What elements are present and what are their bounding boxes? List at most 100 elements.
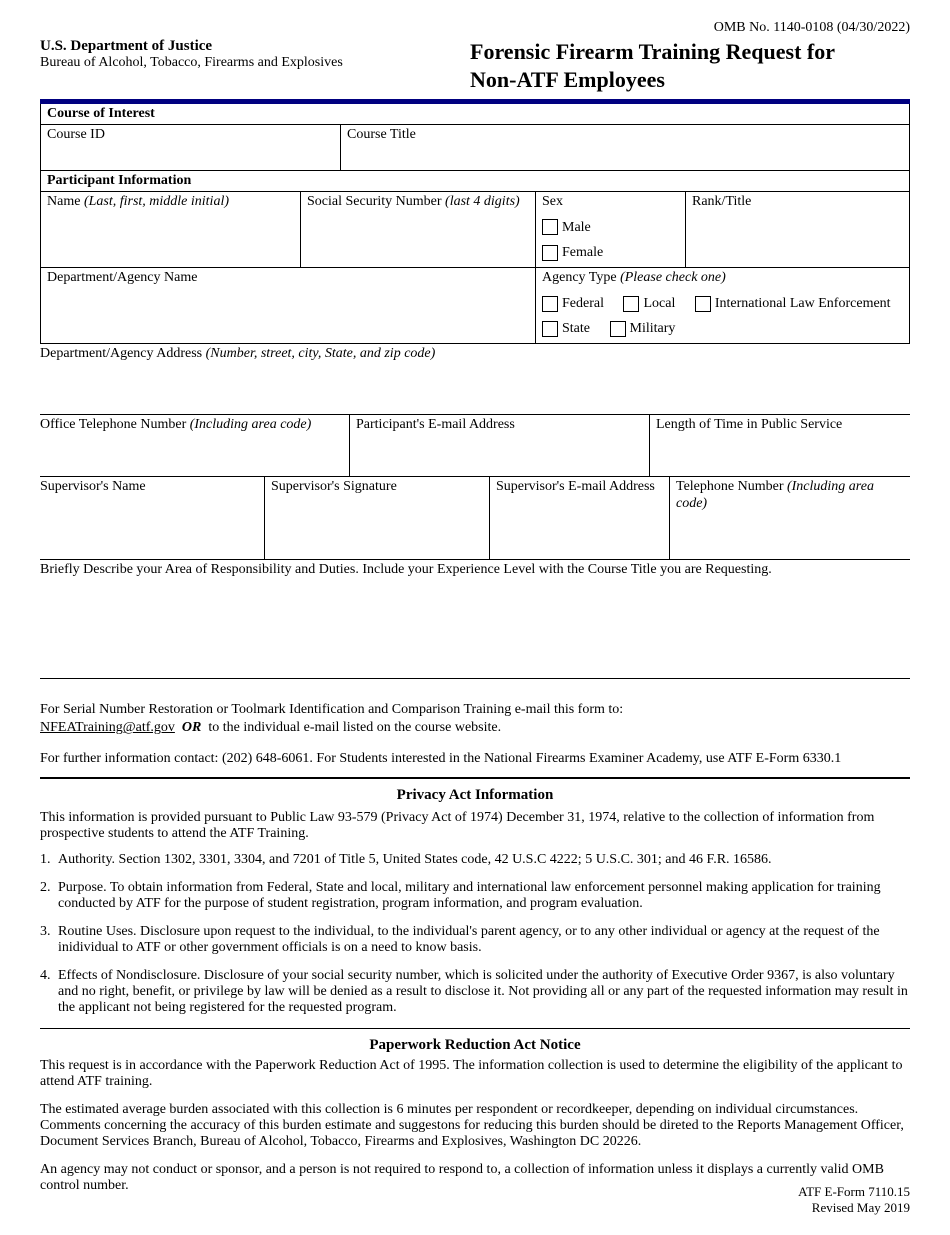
agency-local-option[interactable]: Local xyxy=(623,291,675,316)
checkbox-icon[interactable] xyxy=(542,245,558,261)
omb-number: OMB No. 1140-0108 (04/30/2022) xyxy=(40,20,910,36)
name-label-b: (Last, first, middle initial) xyxy=(84,194,229,209)
office-tel-label-a: Office Telephone Number xyxy=(40,417,190,432)
participant-row2: Department/Agency Name Agency Type (Plea… xyxy=(41,268,909,343)
ssn-label-b: (last 4 digits) xyxy=(445,194,520,209)
name-label: Name (Last, first, middle initial) xyxy=(47,194,229,209)
paperwork-top-rule xyxy=(40,1028,910,1029)
bureau-name: Bureau of Alcohol, Tobacco, Firearms and… xyxy=(40,55,470,71)
dept-addr-label-a: Department/Agency Address xyxy=(40,346,206,361)
office-tel-label-b: (Including area code) xyxy=(190,417,312,432)
sex-cell: Sex Male Female xyxy=(536,192,686,267)
agency-intl-label: International Law Enforcement xyxy=(715,296,891,311)
agency-federal-label: Federal xyxy=(562,296,604,311)
checkbox-icon[interactable] xyxy=(610,321,626,337)
participant-email-cell[interactable]: Participant's E-mail Address xyxy=(350,415,650,476)
dept-name-cell[interactable]: Department/Agency Name xyxy=(41,268,536,343)
header: U.S. Department of Justice Bureau of Alc… xyxy=(40,38,910,93)
checkbox-icon[interactable] xyxy=(542,296,558,312)
dept-addr-field[interactable]: Department/Agency Address (Number, stree… xyxy=(40,344,910,415)
checkbox-icon[interactable] xyxy=(542,219,558,235)
form-revised: Revised May 2019 xyxy=(812,1200,910,1215)
header-left: U.S. Department of Justice Bureau of Alc… xyxy=(40,38,470,71)
privacy-list: 1.Authority. Section 1302, 3301, 3304, a… xyxy=(40,852,910,1016)
office-tel-label: Office Telephone Number (Including area … xyxy=(40,417,311,432)
sex-male-option[interactable]: Male xyxy=(542,215,591,240)
ssn-cell[interactable]: Social Security Number (last 4 digits) xyxy=(301,192,536,267)
sup-tel-cell[interactable]: Telephone Number (Including area code) xyxy=(670,477,910,559)
agency-type-cell: Agency Type (Please check one) Federal L… xyxy=(536,268,909,343)
sup-tel-label: Telephone Number (Including area code) xyxy=(676,479,874,511)
course-id-label: Course ID xyxy=(47,127,105,142)
participant-section-header: Participant Information xyxy=(41,171,909,192)
checkbox-icon[interactable] xyxy=(695,296,711,312)
sex-label: Sex xyxy=(542,194,563,209)
sup-name-cell[interactable]: Supervisor's Name xyxy=(40,477,265,559)
course-title-cell[interactable]: Course Title xyxy=(341,125,909,170)
course-title-label: Course Title xyxy=(347,127,416,142)
submit-instructions: For Serial Number Restoration or Toolmar… xyxy=(40,701,910,770)
ssn-label: Social Security Number (last 4 digits) xyxy=(307,194,520,209)
paperwork-p2: The estimated average burden associated … xyxy=(40,1102,910,1150)
agency-state-option[interactable]: State xyxy=(542,316,590,341)
checkbox-icon[interactable] xyxy=(623,296,639,312)
agency-military-option[interactable]: Military xyxy=(610,316,676,341)
department-name: U.S. Department of Justice xyxy=(40,38,470,55)
form-title: Forensic Firearm Training Request for No… xyxy=(470,38,910,93)
privacy-item-2: 2.Purpose. To obtain information from Fe… xyxy=(40,880,910,912)
agency-federal-option[interactable]: Federal xyxy=(542,291,604,316)
sup-sig-cell[interactable]: Supervisor's Signature xyxy=(265,477,490,559)
description-label: Briefly Describe your Area of Responsibi… xyxy=(40,562,772,577)
form-title-line1: Forensic Firearm Training Request for xyxy=(470,39,835,64)
description-field[interactable]: Briefly Describe your Area of Responsibi… xyxy=(40,560,910,681)
privacy-item-1: 1.Authority. Section 1302, 3301, 3304, a… xyxy=(40,852,910,868)
agency-type-label-b: (Please check one) xyxy=(620,270,726,285)
instr-or: OR xyxy=(182,720,201,735)
course-section-header: Course of Interest xyxy=(41,104,909,125)
sup-name-label: Supervisor's Name xyxy=(40,479,146,494)
form-title-line2: Non-ATF Employees xyxy=(470,67,665,92)
course-row: Course ID Course Title xyxy=(41,125,909,170)
privacy-item-3: 3.Routine Uses. Disclosure upon request … xyxy=(40,924,910,956)
paperwork-p3-block: An agency may not conduct or sponsor, an… xyxy=(40,1162,910,1215)
sup-email-cell[interactable]: Supervisor's E-mail Address xyxy=(490,477,670,559)
privacy-heading: Privacy Act Information xyxy=(40,787,910,804)
course-section: Course of Interest Course ID Course Titl… xyxy=(40,104,910,171)
instr-line1b: to the individual e-mail listed on the c… xyxy=(208,720,501,735)
agency-type-label-a: Agency Type xyxy=(542,270,620,285)
agency-military-label: Military xyxy=(630,321,676,336)
sex-male-label: Male xyxy=(562,220,591,235)
sex-female-option[interactable]: Female xyxy=(542,240,603,265)
agency-type-label: Agency Type (Please check one) xyxy=(542,270,726,285)
participant-email-label: Participant's E-mail Address xyxy=(356,417,515,432)
sup-sig-label: Supervisor's Signature xyxy=(271,479,397,494)
paperwork-heading: Paperwork Reduction Act Notice xyxy=(40,1037,910,1054)
sup-tel-label-a: Telephone Number xyxy=(676,479,787,494)
rank-cell[interactable]: Rank/Title xyxy=(686,192,909,267)
participant-section: Participant Information Name (Last, firs… xyxy=(40,171,910,344)
agency-state-label: State xyxy=(562,321,590,336)
service-len-label: Length of Time in Public Service xyxy=(656,417,842,432)
dept-name-label: Department/Agency Name xyxy=(47,270,197,285)
dept-addr-label: Department/Agency Address (Number, stree… xyxy=(40,346,435,361)
instr-line1a: For Serial Number Restoration or Toolmar… xyxy=(40,702,623,717)
instr-line2: For further information contact: (202) 6… xyxy=(40,750,910,769)
dept-addr-label-b: (Number, street, city, State, and zip co… xyxy=(206,346,436,361)
instr-email[interactable]: NFEATraining@atf.gov xyxy=(40,720,175,735)
supervisor-row: Supervisor's Name Supervisor's Signature… xyxy=(40,477,910,560)
name-label-a: Name xyxy=(47,194,84,209)
sup-email-label: Supervisor's E-mail Address xyxy=(496,479,655,494)
privacy-item-4: 4.Effects of Nondisclosure. Disclosure o… xyxy=(40,968,910,1016)
office-tel-cell[interactable]: Office Telephone Number (Including area … xyxy=(40,415,350,476)
paperwork-p3: An agency may not conduct or sponsor, an… xyxy=(40,1162,884,1193)
name-cell[interactable]: Name (Last, first, middle initial) xyxy=(41,192,301,267)
form-footer: ATF E-Form 7110.15 Revised May 2019 xyxy=(798,1184,910,1215)
agency-local-label: Local xyxy=(643,296,675,311)
course-id-cell[interactable]: Course ID xyxy=(41,125,341,170)
rank-label: Rank/Title xyxy=(692,194,751,209)
privacy-top-rule xyxy=(40,777,910,779)
service-len-cell[interactable]: Length of Time in Public Service xyxy=(650,415,910,476)
privacy-intro: This information is provided pursuant to… xyxy=(40,810,910,842)
checkbox-icon[interactable] xyxy=(542,321,558,337)
agency-intl-option[interactable]: International Law Enforcement xyxy=(695,291,891,316)
